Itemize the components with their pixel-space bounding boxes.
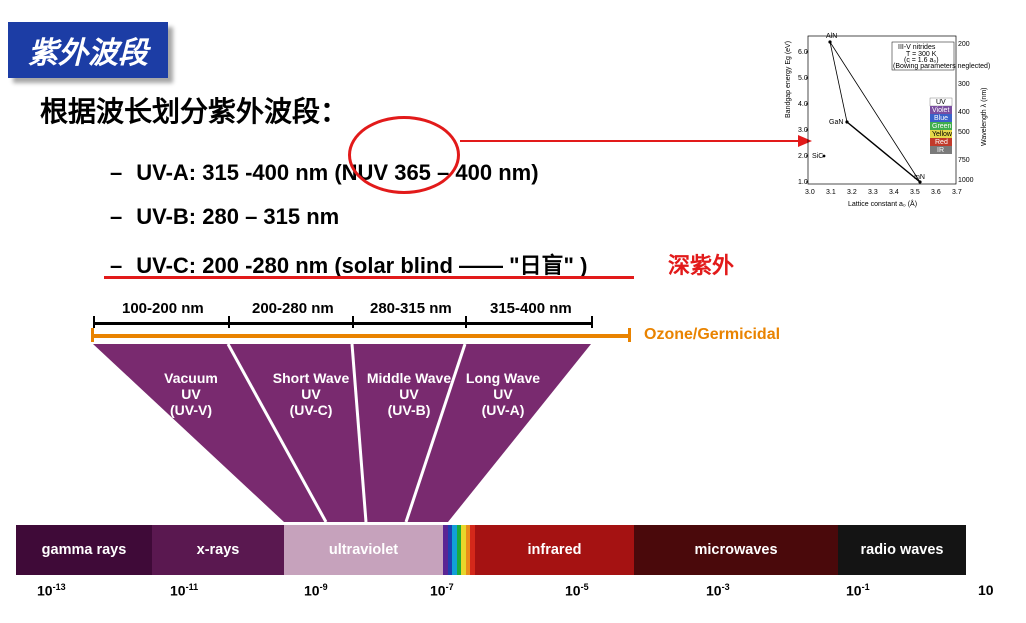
scale-label: 10-13 xyxy=(37,582,66,599)
svg-text:3.6: 3.6 xyxy=(931,189,941,196)
bandgap-mini-chart: 1.0 2.0 3.0 4.0 5.0 6.0 3.0 3.1 3.2 3.3 … xyxy=(780,28,998,208)
bullet-uvb-text: UV-B: 280 – 315 nm xyxy=(136,204,339,229)
svg-text:Yellow: Yellow xyxy=(932,131,953,138)
scale-label: 10-1 xyxy=(846,582,870,599)
svg-text:3.3: 3.3 xyxy=(868,189,878,196)
range-tick xyxy=(93,316,95,328)
svg-text:3.0: 3.0 xyxy=(805,189,815,196)
arrow-line xyxy=(460,140,800,142)
svg-text:3.7: 3.7 xyxy=(952,189,962,196)
svg-text:III-V nitrides: III-V nitrides xyxy=(898,44,936,51)
scale-label: 10-7 xyxy=(430,582,454,599)
bullet-uvc-text: UV-C: 200 -280 nm (solar blind —— "日盲" ) xyxy=(136,253,587,278)
svg-text:400: 400 xyxy=(958,109,970,116)
svg-text:300: 300 xyxy=(958,81,970,88)
svg-text:Green: Green xyxy=(932,123,952,130)
mini-chart-ylabel-right: Wavelength λ (nm) xyxy=(981,88,988,146)
svg-text:IR: IR xyxy=(937,147,944,154)
uv-range-2: 200-280 nm xyxy=(252,300,334,317)
bullet-uvb: –UV-B: 280 – 315 nm xyxy=(110,204,339,230)
svg-text:Red: Red xyxy=(935,139,948,146)
svg-text:SiC: SiC xyxy=(812,153,823,160)
svg-text:3.2: 3.2 xyxy=(847,189,857,196)
visible-light-strip xyxy=(443,525,475,575)
svg-text:Blue: Blue xyxy=(934,115,948,122)
ozone-bar xyxy=(93,334,630,338)
title-banner: 紫外波段 xyxy=(8,22,168,78)
svg-text:AlN: AlN xyxy=(826,33,837,40)
em-spectrum-bar: gamma raysx-raysultraviolet infraredmicro… xyxy=(16,525,1010,575)
bullet-uva: –UV-A: 315 -400 nm (NUV 365 – 400 nm) xyxy=(110,160,539,186)
scale-label: 10-3 xyxy=(706,582,730,599)
heading: 根据波长划分紫外波段： xyxy=(40,90,348,130)
range-tick xyxy=(228,316,230,328)
mini-chart-xlabel: Lattice constant a₀ (Å) xyxy=(848,199,917,208)
spectrum-band: microwaves xyxy=(634,525,838,575)
mini-chart-ylabel-left: Bandgap energy Eg (eV) xyxy=(785,41,792,118)
svg-text:3.4: 3.4 xyxy=(889,189,899,196)
nuv-emphasis-circle xyxy=(348,116,460,194)
deep-uv-label: 深紫外 xyxy=(668,248,734,280)
uv-trap-label-v: Vacuum UV (UV-V) xyxy=(136,370,246,418)
svg-text:InN: InN xyxy=(914,174,925,181)
uv-range-4: 315-400 nm xyxy=(490,300,572,317)
svg-text:200: 200 xyxy=(958,41,970,48)
uv-range-1: 100-200 nm xyxy=(122,300,204,317)
spectrum-band: infrared xyxy=(475,525,634,575)
svg-text:(Bowing parameters neglected): (Bowing parameters neglected) xyxy=(893,63,990,70)
ozone-tick xyxy=(628,328,631,342)
svg-text:3.1: 3.1 xyxy=(826,189,836,196)
svg-text:UV: UV xyxy=(936,99,946,106)
range-tick xyxy=(352,316,354,328)
bullet-uva-text: UV-A: 315 -400 nm (NUV 365 – 400 nm) xyxy=(136,160,538,185)
svg-text:Violet: Violet xyxy=(932,107,949,114)
svg-text:3.5: 3.5 xyxy=(910,189,920,196)
range-tick xyxy=(591,316,593,328)
spectrum-band: radio waves xyxy=(838,525,966,575)
ozone-label: Ozone/Germicidal xyxy=(644,326,780,344)
scale-label: 10-9 xyxy=(304,582,328,599)
range-tick xyxy=(465,316,467,328)
uv-range-3: 280-315 nm xyxy=(370,300,452,317)
uv-trap-label-c: Short Wave UV (UV-C) xyxy=(256,370,366,418)
scale-label: 10-5 xyxy=(565,582,589,599)
range-bar xyxy=(93,322,591,325)
svg-text:500: 500 xyxy=(958,129,970,136)
ozone-tick xyxy=(91,328,94,342)
scale-label: 10-11 xyxy=(170,582,198,599)
svg-text:750: 750 xyxy=(958,157,970,164)
scale-label: 10 xyxy=(978,582,994,598)
uv-trap-label-a: Long Wave UV (UV-A) xyxy=(448,370,558,418)
spectrum-band: gamma rays xyxy=(16,525,152,575)
spectrum-band: x-rays xyxy=(152,525,284,575)
uvc-underline xyxy=(104,276,634,279)
svg-text:GaN: GaN xyxy=(829,119,843,126)
svg-text:1000: 1000 xyxy=(958,177,974,184)
spectrum-band: ultraviolet xyxy=(284,525,443,575)
